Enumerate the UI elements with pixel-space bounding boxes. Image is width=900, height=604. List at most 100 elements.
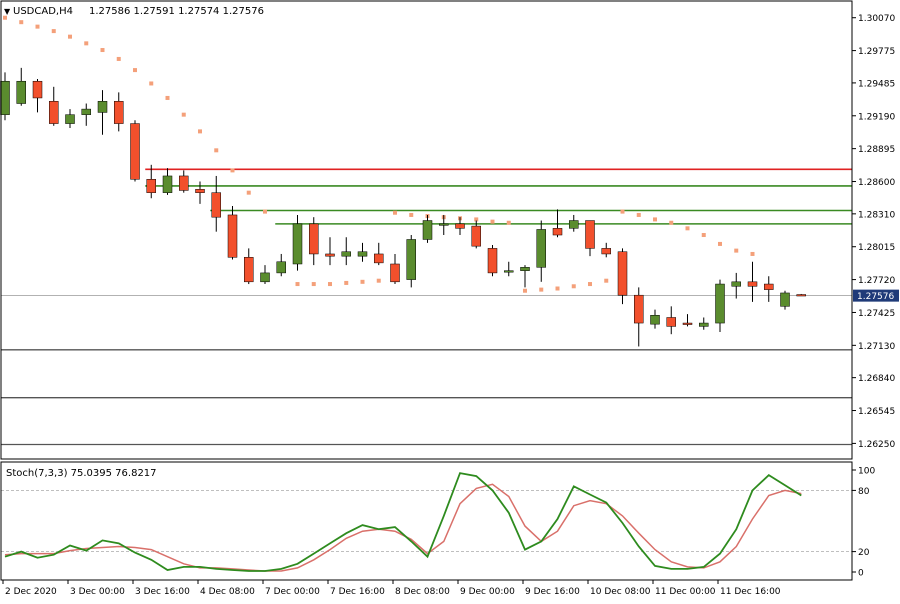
candle-bull-body	[536, 229, 546, 268]
price-tick-label: 1.28015	[858, 243, 895, 253]
candle-bull-body	[276, 261, 286, 274]
candle-bear-body	[130, 123, 140, 180]
price-tick-label: 1.28895	[858, 145, 895, 155]
levels-layer	[1, 168, 852, 446]
sar-point	[133, 68, 137, 73]
candle-bull-body	[162, 175, 173, 193]
sar-point	[701, 233, 706, 238]
candle-bull-body	[16, 80, 26, 104]
sar-point	[669, 220, 674, 225]
sar-point	[198, 129, 202, 134]
time-tick-label: 8 Dec 08:00	[395, 587, 450, 597]
candle-bear-body	[552, 228, 563, 236]
sar-point	[246, 190, 251, 195]
price-tick-label: 1.29775	[858, 47, 895, 57]
price-tick-label: 1.26545	[858, 407, 895, 417]
candle-bear-body	[114, 101, 124, 124]
price-tick-label: 1.27130	[858, 342, 895, 352]
candle-bear-body	[32, 80, 43, 99]
time-tick-label: 7 Dec 00:00	[265, 587, 320, 597]
time-tick-label: 9 Dec 16:00	[525, 587, 580, 597]
sar-point	[571, 284, 576, 289]
candle-bear-body	[211, 192, 221, 218]
sar-point	[149, 81, 154, 86]
menu-arrow-icon[interactable]: ▼	[4, 7, 11, 16]
candle-bull-body	[780, 292, 790, 307]
candle-bull-body	[357, 251, 368, 257]
main-plot-frame	[0, 0, 853, 460]
sar-point	[263, 209, 267, 214]
stoch-plot-frame	[0, 461, 853, 581]
candle-bear-body	[374, 253, 384, 264]
candle-bear-body	[325, 253, 335, 257]
sar-point	[685, 226, 690, 231]
candle-bull-body	[260, 272, 270, 283]
sar-point	[490, 219, 495, 224]
time-tick-label: 11 Dec 16:00	[720, 587, 781, 597]
price-tick-label: 1.27425	[858, 309, 895, 319]
candle-bull-body	[341, 251, 351, 257]
sar-point	[230, 168, 235, 173]
candle-bull-body	[292, 223, 303, 265]
candle-bear-body	[49, 101, 59, 124]
sar-point	[181, 112, 186, 117]
candle-bear-body	[455, 223, 465, 229]
candle-bear-body	[601, 248, 611, 255]
stoch-main-line	[4, 472, 802, 572]
stoch-tick-label: 20	[858, 548, 870, 558]
candle-bear-body	[309, 223, 319, 255]
candles-layer	[0, 67, 806, 347]
price-tick-label: 1.28600	[858, 178, 895, 188]
sar-point	[51, 29, 56, 34]
sar-point	[311, 282, 316, 287]
stoch-tick-label: 100	[858, 467, 875, 477]
sar-point	[555, 286, 560, 291]
sar-point	[214, 148, 219, 153]
sar-point	[604, 278, 609, 283]
candle-bear-body	[146, 179, 156, 193]
sar-point	[68, 34, 72, 39]
sar-point	[523, 288, 527, 293]
candle-bull-body	[504, 270, 514, 273]
sar-point	[734, 248, 739, 253]
sar-point	[328, 282, 332, 287]
candle-bear-body	[487, 248, 498, 274]
sar-point	[718, 241, 722, 246]
candle-bull-body	[731, 281, 741, 287]
time-tick-label: 3 Dec 16:00	[135, 587, 190, 597]
candle-bear-body	[195, 189, 205, 193]
sar-point	[474, 217, 479, 222]
stoch-signal-line	[4, 483, 802, 572]
sar-point	[506, 220, 511, 225]
candle-bear-body	[666, 317, 676, 327]
sar-point	[35, 24, 40, 29]
candle-bull-body	[650, 314, 660, 325]
sar-point	[84, 41, 89, 46]
sar-point	[620, 209, 625, 214]
candle-bull-body	[406, 239, 416, 280]
price-tick-label: 1.26840	[858, 374, 895, 384]
sar-point	[360, 279, 365, 284]
price-tick-label: 1.28310	[858, 210, 895, 220]
stoch-tick-label: 80	[858, 487, 870, 497]
candle-bull-body	[715, 283, 725, 324]
price-tick-label: 1.29190	[858, 112, 895, 122]
candle-bear-body	[179, 175, 189, 191]
sar-point	[376, 278, 381, 283]
candle-bull-body	[569, 220, 579, 229]
sar-point	[116, 56, 121, 61]
candle-bear-body	[747, 281, 758, 287]
candle-bull-body	[0, 80, 10, 115]
time-tick-label: 7 Dec 16:00	[330, 587, 385, 597]
candle-bear-body	[634, 294, 644, 324]
time-tick-label: 2 Dec 2020	[5, 587, 57, 597]
sar-point	[588, 282, 592, 287]
candle-bull-body	[81, 108, 91, 115]
sar-point	[653, 217, 657, 222]
candle-bear-body	[617, 251, 628, 296]
candle-bear-body	[227, 214, 238, 258]
ohlc-values: 1.27586 1.27591 1.27574 1.27576	[89, 6, 264, 17]
price-tick-label: 1.26250	[858, 440, 895, 450]
